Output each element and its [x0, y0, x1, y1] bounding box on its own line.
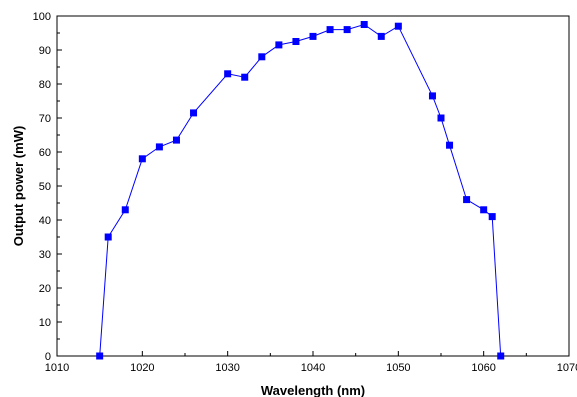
y-tick-label: 20 [39, 283, 51, 295]
y-tick-label: 60 [39, 147, 51, 159]
series-layer [96, 21, 505, 360]
data-point [275, 41, 283, 49]
x-axis-title: Wavelength (nm) [261, 383, 365, 397]
y-tick-label: 0 [45, 351, 51, 363]
data-point [377, 32, 385, 40]
x-tick-label: 1030 [215, 362, 239, 374]
data-point [488, 213, 496, 221]
data-point [446, 141, 454, 149]
y-tick-label: 90 [39, 45, 51, 57]
data-point [497, 352, 505, 360]
data-point [437, 114, 445, 122]
data-point [121, 206, 129, 214]
data-point [428, 92, 436, 100]
plot-frame [56, 15, 570, 357]
data-point [172, 136, 180, 144]
data-point [394, 22, 402, 30]
y-tick-label: 50 [39, 181, 51, 193]
data-point [326, 26, 334, 34]
data-point [309, 32, 317, 40]
data-point [190, 109, 198, 117]
x-tick-label: 1010 [45, 362, 69, 374]
x-tick-label: 1020 [130, 362, 154, 374]
data-point [96, 352, 104, 360]
y-tick-label: 70 [39, 113, 51, 125]
y-tick-label: 100 [33, 11, 51, 23]
data-point [241, 73, 249, 81]
x-tick-label: 1040 [301, 362, 325, 374]
data-point [224, 70, 232, 78]
x-tick-label: 1060 [471, 362, 495, 374]
y-axis-title: Output power (mW) [11, 126, 26, 247]
data-point [292, 38, 300, 45]
data-point [480, 206, 488, 214]
y-tick-label: 10 [39, 317, 51, 329]
y-tick-label: 30 [39, 249, 51, 261]
data-point [463, 196, 471, 204]
data-point [138, 155, 146, 163]
y-tick-label: 40 [39, 215, 51, 227]
series-line [99, 23, 502, 357]
data-point [343, 26, 351, 34]
x-tick-label: 1050 [386, 362, 410, 374]
data-point [360, 21, 368, 28]
data-point [258, 53, 266, 61]
data-point [104, 233, 112, 241]
y-axis-ticks: 0 10 20 30 40 50 60 70 80 90 100 [33, 11, 62, 363]
y-tick-label: 80 [39, 79, 51, 91]
data-point [155, 143, 163, 151]
